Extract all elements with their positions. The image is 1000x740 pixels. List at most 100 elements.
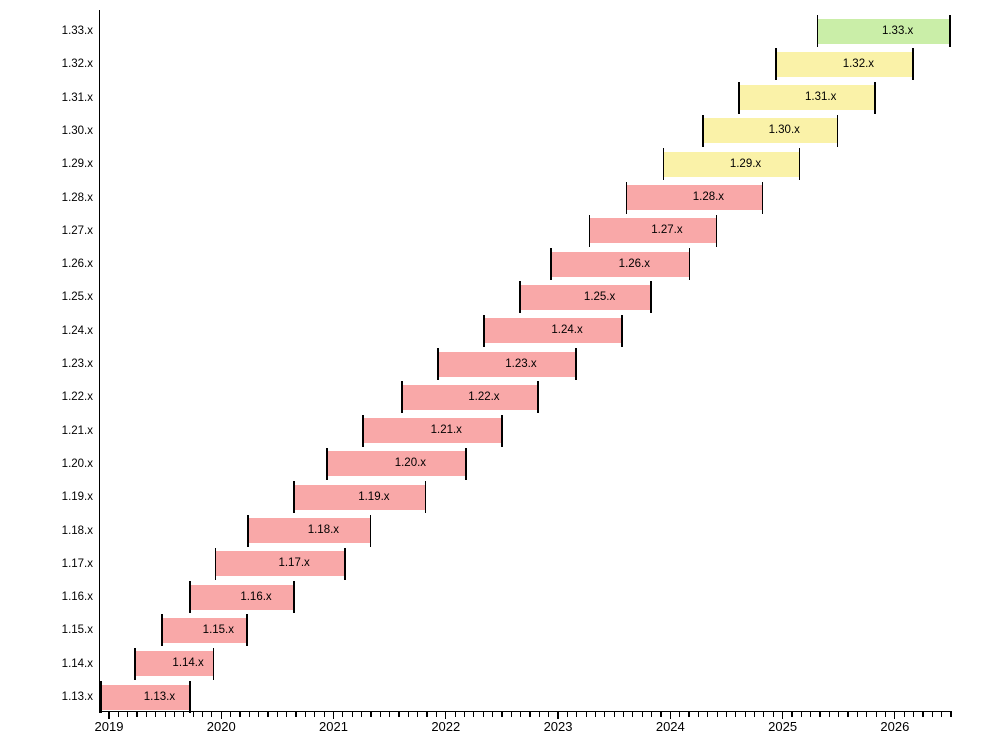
bar-label: 1.33.x — [881, 24, 914, 37]
month-tick — [117, 712, 119, 717]
month-tick — [819, 712, 821, 717]
year-label: 2019 — [94, 719, 124, 734]
version-label: 1.28.x — [61, 191, 93, 204]
month-tick — [660, 712, 662, 717]
bar-start-line — [401, 381, 403, 414]
x-axis-line — [100, 710, 952, 713]
bar-label: 1.32.x — [842, 57, 875, 70]
release-bar — [134, 651, 214, 677]
bar-start-line — [519, 281, 521, 314]
month-tick — [491, 712, 494, 717]
month-tick — [258, 712, 260, 717]
month-tick — [370, 712, 372, 717]
year-tick — [220, 712, 222, 719]
bar-end-line — [465, 447, 467, 480]
bar-label: 1.30.x — [768, 124, 800, 137]
year-tick — [557, 712, 559, 719]
bar-start-line — [483, 314, 485, 347]
month-tick — [164, 712, 166, 717]
bar-start-line — [100, 681, 102, 713]
version-label: 1.32.x — [61, 58, 93, 71]
bar-start-line — [160, 614, 163, 647]
month-tick — [201, 712, 204, 717]
release-bar — [189, 584, 295, 610]
month-tick — [286, 712, 288, 717]
month-tick — [548, 712, 550, 717]
month-tick — [613, 712, 615, 717]
version-label: 1.15.x — [61, 624, 93, 637]
bar-start-line — [437, 348, 439, 380]
bar-end-line — [621, 314, 623, 347]
release-bar — [626, 185, 763, 210]
month-tick — [763, 712, 765, 717]
month-tick — [538, 712, 540, 717]
version-label: 1.26.x — [61, 258, 93, 271]
release-bar — [294, 484, 426, 510]
version-label: 1.22.x — [61, 391, 93, 404]
bar-label: 1.13.x — [143, 690, 176, 703]
bar-end-line — [212, 647, 215, 680]
bar-start-line — [737, 81, 740, 114]
year-tick — [669, 712, 671, 719]
bar-label: 1.27.x — [651, 224, 683, 237]
month-tick — [145, 712, 147, 717]
version-label: 1.13.x — [61, 691, 93, 703]
month-tick — [454, 712, 456, 717]
release-bar — [663, 151, 800, 177]
bar-start-line — [133, 647, 136, 680]
bar-end-line — [761, 181, 764, 214]
month-tick — [828, 712, 830, 717]
version-label: 1.27.x — [61, 224, 93, 237]
bar-start-line — [247, 514, 250, 547]
bar-end-line — [343, 547, 346, 580]
release-bar — [775, 51, 913, 77]
month-tick — [183, 712, 185, 717]
month-tick — [725, 712, 728, 717]
version-label: 1.29.x — [61, 158, 93, 171]
y-axis-line — [98, 10, 101, 713]
month-tick — [632, 712, 634, 717]
bar-start-line — [293, 481, 296, 514]
bar-start-line — [361, 414, 364, 447]
month-tick — [810, 712, 812, 717]
month-tick — [941, 712, 943, 717]
month-tick — [136, 712, 138, 717]
bar-end-line — [650, 281, 653, 314]
month-tick — [473, 712, 475, 717]
month-tick — [276, 712, 278, 717]
version-label: 1.16.x — [61, 591, 93, 604]
version-label: 1.21.x — [61, 424, 93, 437]
bar-end-line — [688, 248, 691, 281]
month-tick — [520, 712, 522, 717]
month-tick — [707, 712, 709, 717]
year-label: 2025 — [768, 719, 798, 734]
bar-start-line — [775, 48, 777, 81]
version-label: 1.20.x — [61, 457, 93, 470]
release-bar — [437, 351, 576, 377]
year-tick — [332, 712, 335, 719]
bar-label: 1.31.x — [805, 91, 837, 104]
release-bar — [817, 18, 950, 44]
month-tick — [641, 712, 643, 717]
bar-label: 1.19.x — [358, 490, 390, 503]
year-label: 2023 — [543, 719, 573, 734]
month-tick — [173, 712, 176, 717]
release-bar — [702, 118, 838, 144]
release-bar — [484, 318, 623, 344]
month-tick — [510, 712, 512, 717]
month-tick — [866, 712, 868, 717]
release-bar — [215, 551, 345, 577]
year-label: 2020 — [206, 719, 236, 734]
year-label: 2021 — [319, 719, 348, 734]
year-tick — [781, 712, 784, 719]
release-bar — [519, 284, 652, 310]
month-tick — [389, 712, 391, 717]
month-tick — [594, 712, 597, 717]
bar-end-line — [246, 614, 248, 647]
release-bar — [101, 684, 190, 710]
month-tick — [679, 712, 681, 717]
month-tick — [576, 712, 578, 717]
month-tick — [342, 712, 344, 717]
release-bar — [738, 85, 875, 111]
